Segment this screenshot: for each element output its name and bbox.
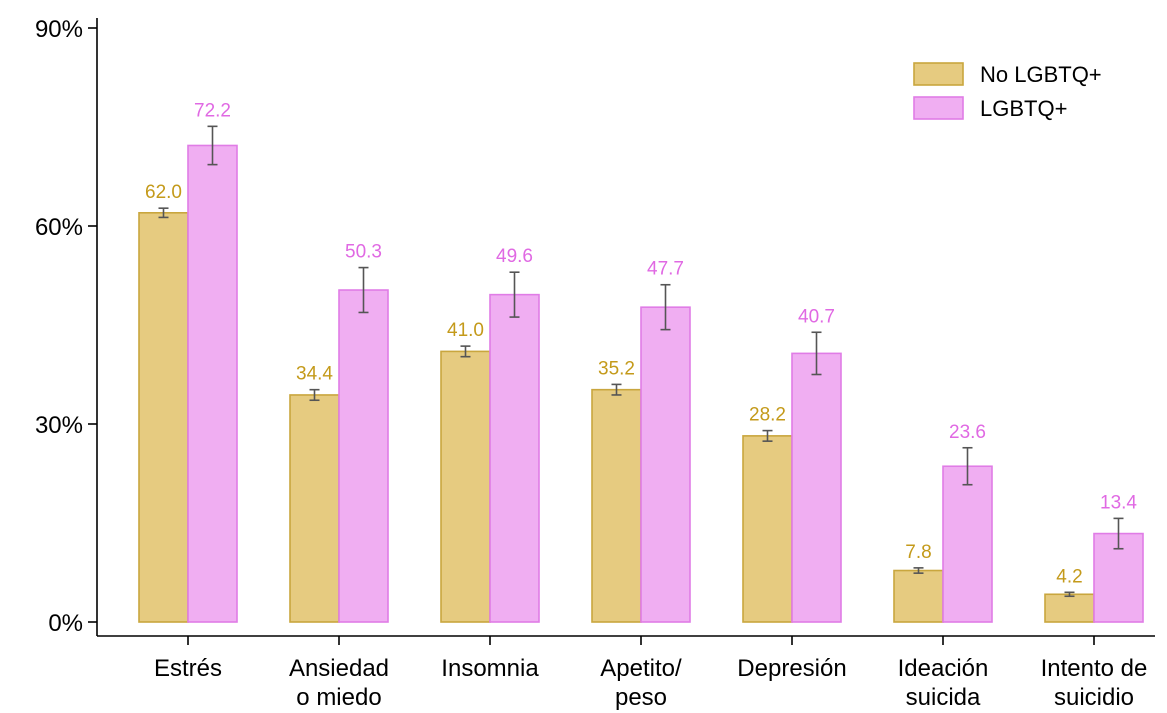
x-category-label: suicida — [906, 684, 981, 711]
data-label: 4.2 — [1056, 566, 1082, 587]
data-label: 34.4 — [296, 364, 333, 385]
bar — [440, 350, 491, 623]
bar — [791, 352, 842, 623]
legend: No LGBTQ+ LGBTQ+ — [913, 62, 1102, 121]
data-label: 40.7 — [798, 306, 835, 327]
y-tick-label: 0% — [48, 610, 83, 637]
data-label: 47.7 — [647, 259, 684, 280]
legend-swatch — [913, 62, 964, 86]
x-category-label: o miedo — [296, 684, 381, 711]
x-category-label: suicidio — [1054, 684, 1134, 711]
legend-label: No LGBTQ+ — [980, 62, 1102, 87]
data-label: 50.3 — [345, 242, 382, 263]
x-category-label: Depresión — [737, 655, 846, 682]
bar — [187, 144, 238, 623]
x-category-label: Apetito/ — [600, 655, 682, 682]
data-label: 72.2 — [194, 100, 231, 121]
data-label: 35.2 — [598, 358, 635, 379]
data-label: 13.4 — [1100, 492, 1137, 513]
bar — [640, 306, 691, 623]
bar — [893, 569, 944, 623]
bar — [138, 212, 189, 623]
x-category-label: Intento de — [1041, 655, 1148, 682]
y-tick-label: 60% — [35, 214, 83, 241]
bar — [742, 435, 793, 623]
bar — [338, 289, 389, 623]
axes: 0% 30% 60% 90% — [35, 16, 1155, 645]
data-label: 7.8 — [905, 542, 931, 563]
legend-label: LGBTQ+ — [980, 96, 1067, 121]
error-bars — [158, 125, 1124, 598]
data-label: 28.2 — [749, 405, 786, 426]
data-label: 49.6 — [496, 246, 533, 267]
bar — [591, 388, 642, 623]
bar — [489, 293, 540, 623]
data-labels: 62.0 72.2 34.4 50.3 41.0 49.6 35.2 47.7 28.2 40.7… — [145, 100, 1137, 587]
y-tick-label: 30% — [35, 412, 83, 439]
bar — [942, 465, 993, 623]
data-label: 62.0 — [145, 182, 182, 203]
bars — [138, 144, 1144, 623]
data-label: 23.6 — [949, 422, 986, 443]
bar — [1044, 593, 1095, 623]
x-category-label: Ansiedad — [289, 655, 389, 682]
bar — [289, 394, 340, 623]
x-category-label: peso — [615, 684, 667, 711]
x-category-label: Ideación — [898, 655, 989, 682]
legend-swatch — [913, 96, 964, 120]
x-category-label: Estrés — [154, 655, 222, 682]
data-label: 41.0 — [447, 320, 484, 341]
x-category-label: Insomnia — [441, 655, 539, 682]
y-tick-label: 90% — [35, 16, 83, 43]
